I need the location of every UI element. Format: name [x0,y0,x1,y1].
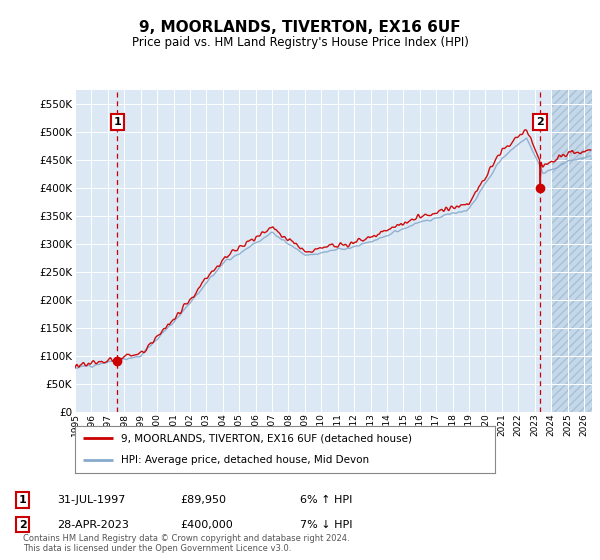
Text: 9, MOORLANDS, TIVERTON, EX16 6UF: 9, MOORLANDS, TIVERTON, EX16 6UF [139,20,461,35]
Text: 7% ↓ HPI: 7% ↓ HPI [300,520,353,530]
Text: £89,950: £89,950 [180,495,226,505]
Text: 2: 2 [536,117,544,127]
Text: Price paid vs. HM Land Registry's House Price Index (HPI): Price paid vs. HM Land Registry's House … [131,36,469,49]
Text: HPI: Average price, detached house, Mid Devon: HPI: Average price, detached house, Mid … [121,455,370,465]
Text: 6% ↑ HPI: 6% ↑ HPI [300,495,352,505]
Text: 31-JUL-1997: 31-JUL-1997 [57,495,125,505]
Text: 9, MOORLANDS, TIVERTON, EX16 6UF (detached house): 9, MOORLANDS, TIVERTON, EX16 6UF (detach… [121,433,412,444]
Text: Contains HM Land Registry data © Crown copyright and database right 2024.
This d: Contains HM Land Registry data © Crown c… [23,534,349,553]
Text: 28-APR-2023: 28-APR-2023 [57,520,129,530]
Bar [551,90,600,412]
Text: 2: 2 [19,520,26,530]
Text: 1: 1 [113,117,121,127]
Text: £400,000: £400,000 [180,520,233,530]
Text: 1: 1 [19,495,26,505]
